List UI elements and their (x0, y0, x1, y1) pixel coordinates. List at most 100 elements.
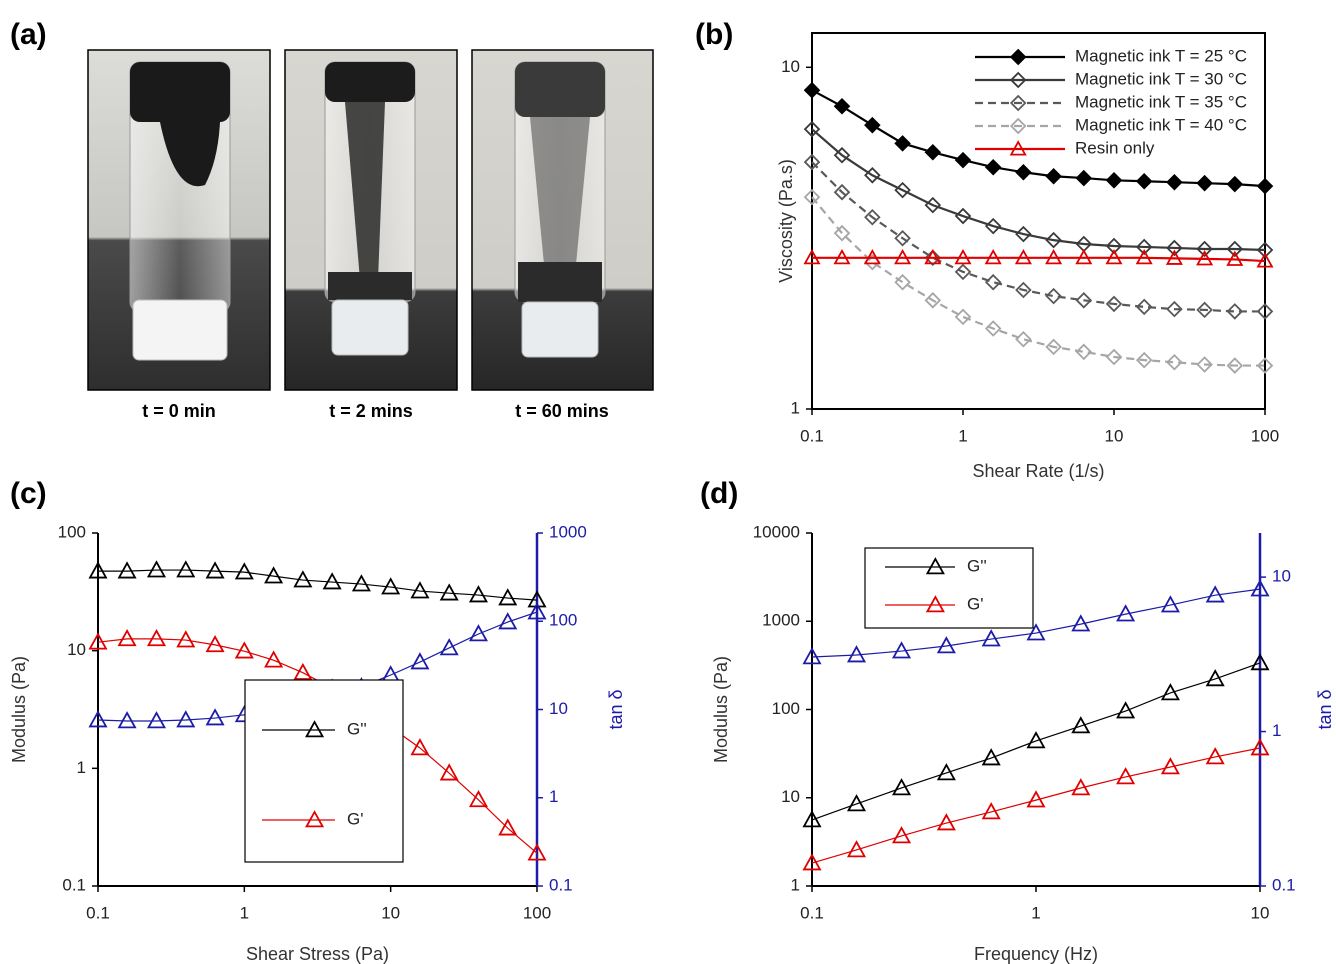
marker (1226, 175, 1244, 193)
x-axis-label: Frequency (Hz) (974, 944, 1098, 964)
legend-box (864, 547, 1034, 629)
x-tick-label: 100 (523, 903, 551, 922)
series-line (811, 161, 1265, 313)
y-tick-label: 100 (58, 522, 86, 541)
marker (803, 188, 821, 206)
y2-axis-label: tan δ (1315, 689, 1335, 729)
marker (863, 248, 881, 265)
marker (1226, 250, 1244, 266)
panel-label: (c) (10, 477, 47, 510)
marker (846, 645, 867, 663)
marker (1250, 738, 1270, 756)
marker (936, 763, 956, 781)
marker (1135, 238, 1153, 256)
y2-tick-label: 1000 (549, 522, 587, 541)
marker (117, 629, 137, 647)
y2-tick-label: 100 (549, 611, 577, 630)
marker (439, 763, 459, 781)
marker (981, 802, 1001, 820)
marker (1135, 298, 1153, 316)
y-tick-label: 0.1 (62, 875, 86, 894)
marker (1015, 281, 1032, 299)
marker (88, 710, 108, 728)
legend-label: G' (347, 809, 363, 828)
marker (1105, 348, 1123, 366)
legend-label: Magnetic ink T = 35 °C (1075, 92, 1247, 111)
legend-label: Magnetic ink T = 25 °C (1075, 46, 1247, 65)
marker (527, 843, 547, 861)
legend-box (244, 679, 404, 863)
marker (205, 635, 225, 653)
y2-tick-label: 0.1 (549, 875, 573, 894)
legend-label: Resin only (1075, 138, 1155, 157)
y2-tick-label: 10 (549, 699, 568, 718)
x-tick-label: 10 (381, 903, 400, 922)
series-line (811, 662, 1261, 821)
marker (864, 167, 881, 184)
marker (833, 183, 851, 201)
marker (1205, 669, 1225, 687)
legend-label: G'' (967, 556, 987, 575)
marker (1071, 778, 1091, 796)
marker (894, 248, 912, 265)
marker (410, 738, 430, 756)
marker (803, 120, 821, 138)
marker (894, 181, 911, 199)
marker (803, 248, 821, 265)
marker (527, 590, 547, 608)
x-tick-label: 10 (1251, 903, 1270, 922)
legend-label: Magnetic ink T = 30 °C (1075, 69, 1247, 88)
y2-tick-label: 1 (549, 787, 558, 806)
legend-label: G'' (347, 719, 367, 738)
legend: Magnetic ink T = 25 °C Magnetic ink T = 3… (975, 46, 1247, 157)
marker (984, 273, 1002, 291)
marker (1071, 716, 1091, 734)
marker (1226, 240, 1244, 258)
marker (1071, 614, 1091, 632)
marker (981, 748, 1001, 766)
marker (954, 248, 972, 265)
marker (833, 224, 851, 242)
marker (1026, 790, 1046, 808)
marker (925, 595, 945, 613)
marker (894, 273, 911, 291)
y-tick-label: 1 (77, 758, 86, 777)
x-axis-label: Shear Stress (Pa) (246, 944, 389, 964)
y-tick-label: 1000 (762, 611, 800, 630)
marker (924, 144, 942, 161)
series-line (98, 569, 538, 601)
marker (176, 710, 196, 728)
y-tick-label: 10 (781, 787, 800, 806)
marker (936, 636, 956, 654)
marker (498, 588, 518, 606)
y-axis-label: Modulus (Pa) (711, 656, 731, 763)
marker (833, 98, 851, 115)
marker (1105, 248, 1123, 265)
y-tick-label: 1 (791, 398, 800, 417)
marker (1009, 71, 1027, 89)
marker (924, 249, 942, 267)
marker (981, 629, 1001, 647)
y-tick-label: 10 (67, 640, 86, 659)
photo (471, 49, 654, 391)
legend: G'' G' (244, 679, 404, 863)
marker (984, 320, 1002, 337)
marker (1116, 701, 1136, 719)
marker (1165, 249, 1183, 265)
marker (1015, 225, 1032, 243)
marker (146, 711, 167, 729)
marker (864, 208, 881, 226)
marker (1250, 653, 1270, 671)
marker (833, 146, 851, 164)
marker (146, 560, 167, 578)
marker (803, 81, 821, 99)
marker (234, 641, 254, 659)
marker (1009, 117, 1027, 135)
marker (1026, 731, 1046, 749)
marker (293, 662, 313, 680)
marker (1166, 173, 1183, 191)
marker (936, 813, 956, 831)
marker (351, 574, 371, 592)
